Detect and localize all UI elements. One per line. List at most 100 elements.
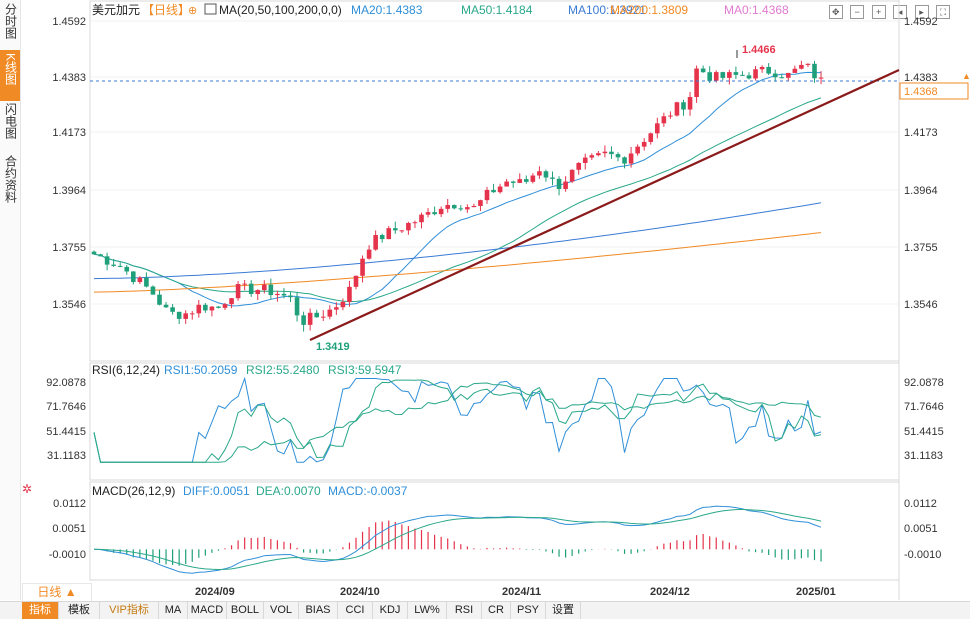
price-tick-right: 1.3964 <box>904 185 938 197</box>
candle-body <box>425 212 431 215</box>
zoom-out-icon[interactable]: − <box>850 5 865 19</box>
next-icon[interactable]: ▸ <box>914 5 929 19</box>
current-price-box <box>899 82 969 100</box>
candle-body <box>497 186 503 193</box>
macd-tick-right: -0.0010 <box>904 549 941 561</box>
price-tick: 1.3755 <box>52 242 86 254</box>
date-label: 2024/12 <box>650 586 690 598</box>
bottom-item-boll[interactable]: BOLL <box>227 602 264 619</box>
candle-body <box>314 312 319 318</box>
symbol-title: 美元加元 <box>92 3 140 17</box>
grid <box>90 20 899 305</box>
rsi3-line <box>93 382 822 463</box>
ma0-label: MA0:1.4368 <box>724 3 789 17</box>
macd-tick: -0.0010 <box>49 549 86 561</box>
candles <box>91 60 824 332</box>
bottom-item-vol[interactable]: VOL <box>264 602 299 619</box>
candle-body <box>537 171 542 176</box>
date-label: 2024/09 <box>195 586 235 598</box>
candle-body <box>373 235 378 250</box>
candle-body <box>550 177 555 179</box>
macd-label: MACD:-0.0037 <box>328 484 408 498</box>
rsi-lines <box>93 376 822 463</box>
zoom-in-icon[interactable]: + <box>871 5 886 19</box>
tab-contract-label: 合约资料 <box>3 155 18 203</box>
price-tick: 1.4383 <box>52 72 86 84</box>
candle-body <box>111 264 116 266</box>
tab-flash[interactable]: 闪电图 <box>0 100 20 151</box>
fullscreen-icon[interactable]: ⛶ <box>936 5 950 19</box>
diff-label: DIFF:0.0051 <box>183 484 250 498</box>
macd-settings-icon[interactable]: ✲ <box>22 482 32 496</box>
bottom-item-ma[interactable]: MA <box>159 602 188 619</box>
bottom-item-vip[interactable]: VIP指标 <box>100 602 159 619</box>
rsi-tick: 51.4415 <box>46 426 86 438</box>
candle-body <box>353 275 359 287</box>
macd-title: MACD(26,12,9) <box>92 484 175 498</box>
candle-body <box>216 306 221 308</box>
candle-body <box>602 151 608 154</box>
candle-body <box>176 311 182 319</box>
candle-body <box>491 189 496 193</box>
prev-icon[interactable]: ◂ <box>893 5 908 19</box>
candle-body <box>262 284 267 291</box>
bottom-item-cci[interactable]: CCI <box>338 602 373 619</box>
bottom-item-template[interactable]: 模板 <box>59 602 100 619</box>
tab-kline[interactable]: K线图 <box>0 50 20 101</box>
tab-timeshare-label: 分时图 <box>3 3 18 39</box>
price-tick: 1.3546 <box>52 299 86 311</box>
candle-body <box>563 181 568 189</box>
candle-body <box>137 277 143 283</box>
candle-body <box>805 63 811 65</box>
candle-body <box>609 151 614 155</box>
chart-svg: 美元加元 【日线】 ⊕ MA(20,50,100,200,0,0) MA20:1… <box>22 0 970 600</box>
bottom-item-indicator[interactable]: 指标 <box>22 602 59 619</box>
candle-body <box>504 181 509 187</box>
trend-line[interactable] <box>309 69 900 341</box>
toolbar-icons: ✥ − + ◂ ▸ ⛶ <box>826 2 950 19</box>
candle-body <box>327 309 333 317</box>
candle-body <box>753 69 758 79</box>
rsi1-line <box>93 376 822 463</box>
ma-icon[interactable] <box>204 3 217 15</box>
period-tag: 【日线】 <box>142 3 190 17</box>
move-icon[interactable]: ✥ <box>828 5 843 19</box>
ma20-label: MA20:1.4383 <box>351 3 423 17</box>
candle-body <box>713 72 719 81</box>
candle-body <box>307 312 313 325</box>
candle-body <box>170 307 175 312</box>
bottom-item-settings[interactable]: 设置 <box>546 602 581 619</box>
candle-body <box>733 72 739 75</box>
left-tabs: 分时图 K线图 闪电图 合约资料 <box>0 0 21 600</box>
price-tick: 1.4173 <box>52 127 86 139</box>
candle-body <box>117 265 123 267</box>
candle-body <box>543 171 549 178</box>
candle-body <box>681 102 686 110</box>
tab-contract-info[interactable]: 合约资料 <box>0 152 20 215</box>
ma50-label: MA50:1.4184 <box>461 3 533 17</box>
candle-body <box>799 64 804 69</box>
bottom-item-rsi[interactable]: RSI <box>447 602 482 619</box>
diff-line <box>93 505 822 574</box>
bottom-item-psy[interactable]: PSY <box>511 602 546 619</box>
candle-body <box>589 155 595 158</box>
candle-body <box>320 316 326 318</box>
bottom-item-macd[interactable]: MACD <box>188 602 227 619</box>
period-selector[interactable]: 日线 ▲ <box>22 583 92 602</box>
candle-body <box>131 271 136 283</box>
ma200-line <box>93 232 822 293</box>
price-tick-right: 1.3546 <box>904 299 938 311</box>
macd-lines <box>93 505 822 574</box>
tab-timeshare[interactable]: 分时图 <box>0 0 20 51</box>
candle-body <box>484 189 490 201</box>
bottom-item-kdj[interactable]: KDJ <box>373 602 408 619</box>
bottom-item-bias[interactable]: BIAS <box>299 602 338 619</box>
settings-icon[interactable]: ⊕ <box>188 5 197 17</box>
bottom-item-cr[interactable]: CR <box>482 602 511 619</box>
candle-body <box>393 228 398 231</box>
candle-body <box>163 304 169 308</box>
candle-body <box>366 249 372 259</box>
candle-body <box>386 228 392 240</box>
bottom-item-lw[interactable]: LW% <box>408 602 447 619</box>
